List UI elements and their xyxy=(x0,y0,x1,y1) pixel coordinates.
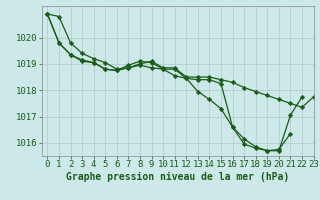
X-axis label: Graphe pression niveau de la mer (hPa): Graphe pression niveau de la mer (hPa) xyxy=(66,172,289,182)
